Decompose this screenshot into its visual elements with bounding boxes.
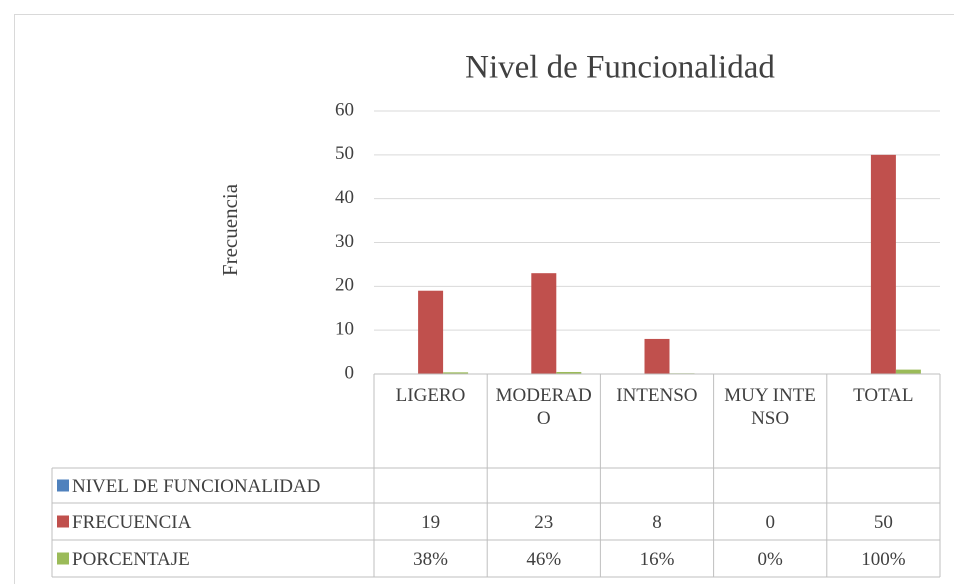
table-value: 46% (526, 549, 561, 570)
table-value: 0 (765, 512, 775, 533)
chart-border (14, 14, 954, 584)
legend-swatch (57, 552, 69, 565)
x-tick-label: TOTAL (853, 385, 914, 406)
y-tick-label: 40 (335, 187, 354, 208)
y-tick-label: 60 (335, 99, 354, 120)
table-value: 0% (758, 549, 784, 570)
x-tick-label: LIGERO (395, 385, 466, 406)
bar (531, 273, 557, 374)
table-value: 100% (861, 549, 906, 570)
bar (443, 372, 469, 374)
table-value: 50 (874, 512, 893, 533)
bar (556, 371, 582, 374)
table-value: 23 (534, 512, 553, 533)
x-tick-label: INTENSO (616, 385, 698, 406)
legend-label: NIVEL DE FUNCIONALIDAD (72, 476, 320, 497)
bar (644, 338, 670, 374)
bar (895, 369, 921, 374)
table-value: 8 (652, 512, 662, 533)
legend-label: FRECUENCIA (72, 512, 192, 533)
y-tick-label: 0 (345, 362, 355, 383)
y-tick-label: 30 (335, 231, 354, 252)
x-tick-label: MODERADO (495, 385, 592, 429)
bar (870, 154, 896, 374)
y-tick-label: 20 (335, 275, 354, 296)
x-tick-label: MUY INTENSO (724, 385, 816, 429)
table-value: 16% (640, 549, 675, 570)
y-tick-label: 50 (335, 143, 354, 164)
table-value: 38% (413, 549, 448, 570)
legend-swatch (57, 515, 69, 528)
chart-title: Nivel de Funcionalidad (465, 50, 775, 86)
bar (418, 290, 444, 374)
legend-label: PORCENTAJE (72, 549, 190, 570)
legend-swatch (57, 479, 69, 492)
y-axis-label: Frecuencia (218, 183, 242, 276)
table-value: 19 (421, 512, 440, 533)
y-tick-label: 10 (335, 319, 354, 340)
